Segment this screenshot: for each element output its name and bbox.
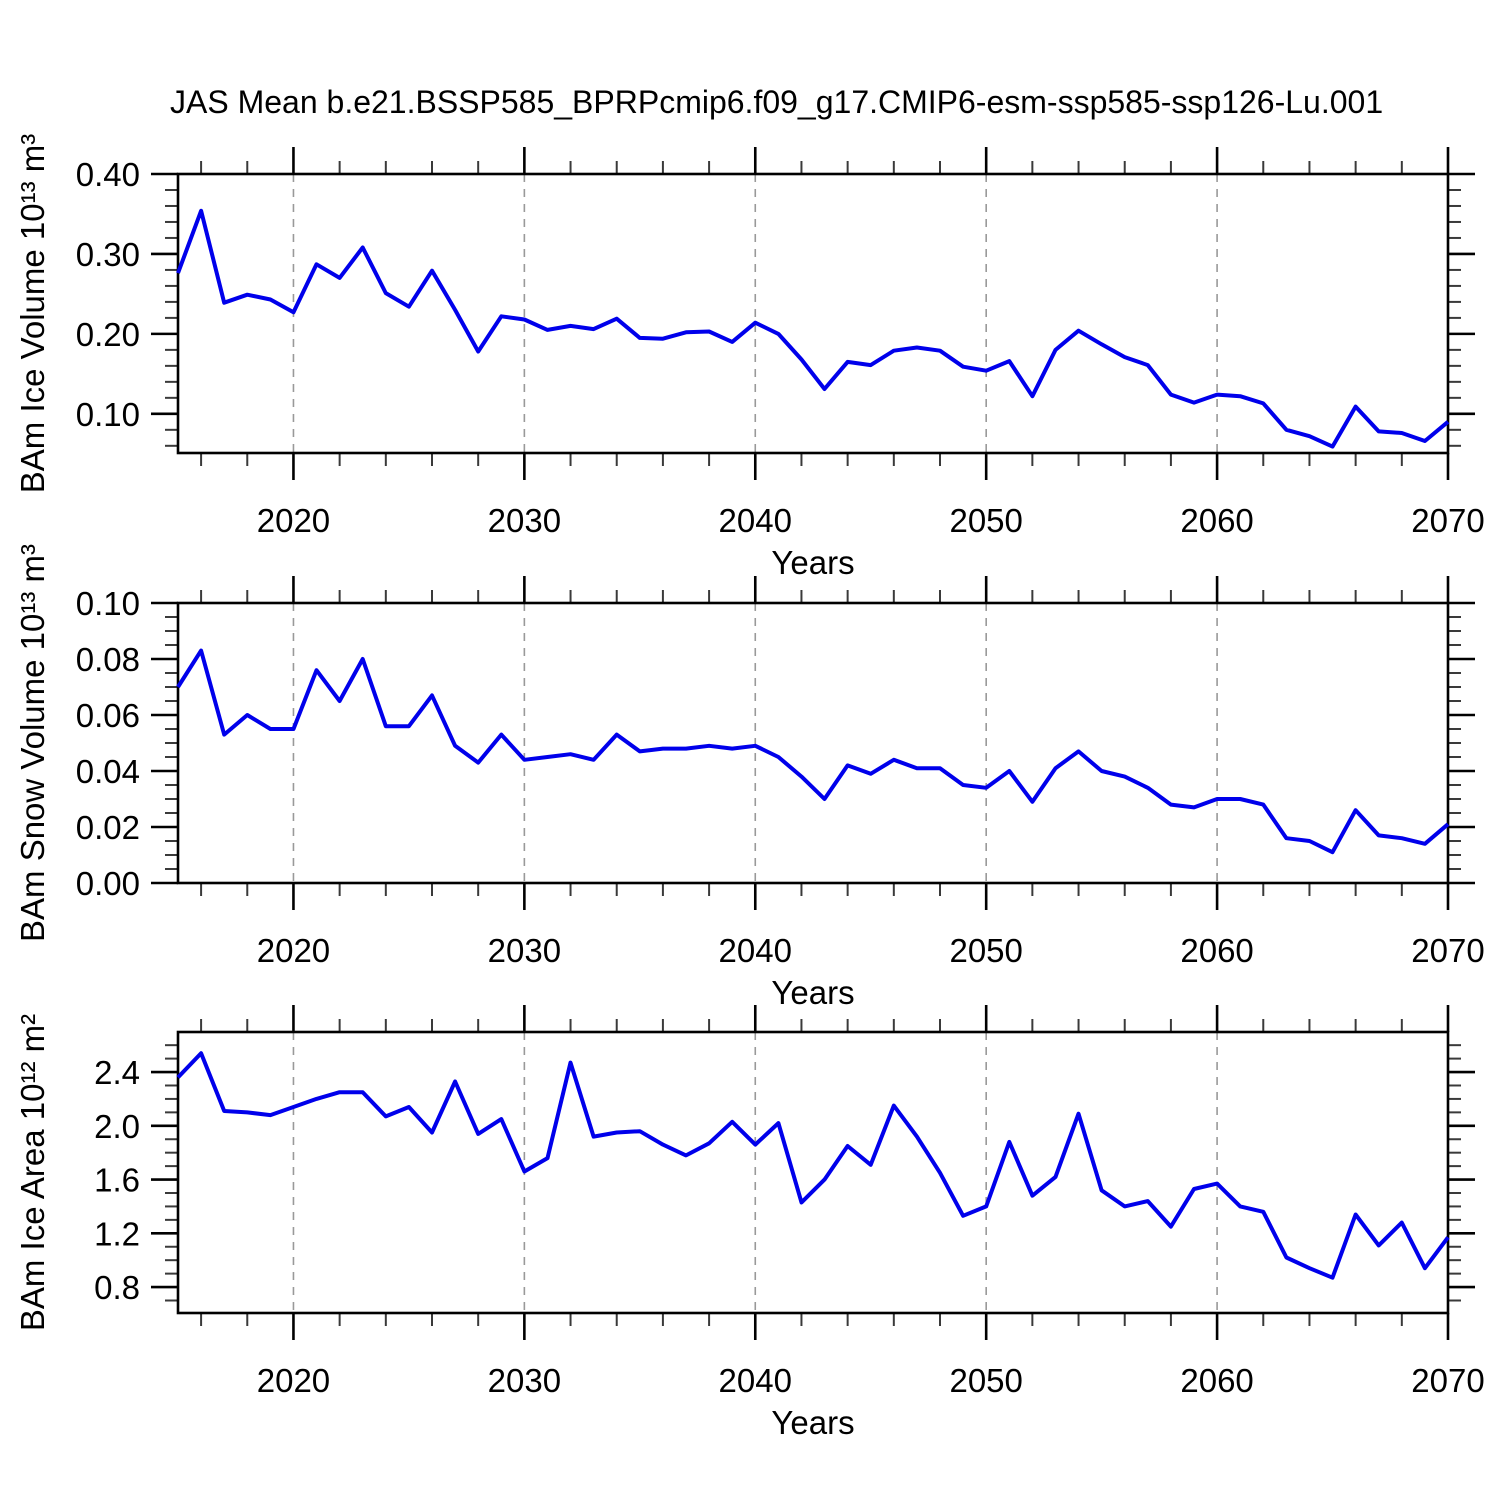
y-tick-label: 0.30 bbox=[76, 236, 140, 273]
y-tick-label: 0.20 bbox=[76, 316, 140, 353]
x-tick-label: 2040 bbox=[719, 502, 792, 539]
y-tick-label: 0.02 bbox=[76, 809, 140, 846]
x-axis-title: Years bbox=[771, 974, 854, 1011]
x-tick-label: 2020 bbox=[257, 932, 330, 969]
y-tick-label: 2.4 bbox=[94, 1054, 140, 1091]
y-tick-label: 1.2 bbox=[94, 1215, 140, 1252]
x-tick-label: 2050 bbox=[949, 932, 1022, 969]
y-axis-title: BAm Snow Volume 10¹³ m³ bbox=[14, 544, 51, 942]
y-tick-label: 1.6 bbox=[94, 1162, 140, 1199]
x-tick-label: 2070 bbox=[1411, 502, 1484, 539]
chart-title: JAS Mean b.e21.BSSP585_BPRPcmip6.f09_g17… bbox=[170, 84, 1384, 120]
ice-volume-panel: 2020 2030 2040 2050 2060 2070 0.10 0.20 0.30 0.40… bbox=[14, 134, 1485, 581]
y-tick-label: 0.04 bbox=[76, 753, 140, 790]
y-tick-label: 0.00 bbox=[76, 865, 140, 902]
snow-volume-series-line bbox=[176, 648, 1450, 855]
y-axis-title: BAm Ice Volume 10¹³ m³ bbox=[14, 134, 51, 493]
ice-area-panel: 2020 2030 2040 2050 2060 2070 0.8 1.2 1.6 2.0 2.4 Y… bbox=[14, 1005, 1485, 1441]
x-tick-label: 2070 bbox=[1411, 932, 1484, 969]
y-tick-label: 0.10 bbox=[76, 396, 140, 433]
snow-volume-plot-box bbox=[176, 601, 1450, 885]
y-tick-label: 0.08 bbox=[76, 641, 140, 678]
x-tick-label: 2020 bbox=[257, 502, 330, 539]
x-tick-label: 2020 bbox=[257, 1362, 330, 1399]
x-axis-title: Years bbox=[771, 1404, 854, 1441]
x-tick-label: 2040 bbox=[719, 932, 792, 969]
ice-area-series-line bbox=[176, 1051, 1450, 1280]
y-tick-label: 0.06 bbox=[76, 697, 140, 734]
y-axis-title: BAm Ice Area 10¹² m² bbox=[14, 1014, 51, 1331]
y-tick-label: 2.0 bbox=[94, 1108, 140, 1145]
x-tick-label: 2050 bbox=[949, 502, 1022, 539]
ice-area-plot-box bbox=[176, 1030, 1450, 1315]
x-tick-label: 2030 bbox=[488, 932, 561, 969]
x-tick-label: 2040 bbox=[719, 1362, 792, 1399]
x-axis-title: Years bbox=[771, 544, 854, 581]
x-tick-label: 2070 bbox=[1411, 1362, 1484, 1399]
x-tick-label: 2050 bbox=[949, 1362, 1022, 1399]
x-tick-label: 2030 bbox=[488, 502, 561, 539]
ice-volume-series-line bbox=[176, 208, 1450, 449]
ice-volume-plot-box bbox=[176, 172, 1450, 455]
x-tick-label: 2060 bbox=[1180, 502, 1253, 539]
x-tick-label: 2060 bbox=[1180, 1362, 1253, 1399]
y-tick-label: 0.8 bbox=[94, 1269, 140, 1306]
x-tick-label: 2060 bbox=[1180, 932, 1253, 969]
y-tick-label: 0.40 bbox=[76, 156, 140, 193]
x-tick-label: 2030 bbox=[488, 1362, 561, 1399]
y-tick-label: 0.10 bbox=[76, 585, 140, 622]
snow-volume-panel: 2020 2030 2040 2050 2060 2070 0.00 0.02 0.04 0.06… bbox=[14, 544, 1485, 1011]
